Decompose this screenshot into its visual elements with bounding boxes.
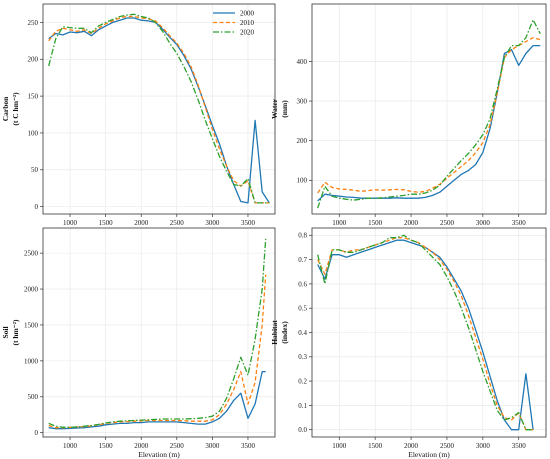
panel-habitat: 1000 1500 2000 2500 3000 3500 0.0 0.1 0.2 0.3 0.4 0… bbox=[270, 227, 547, 459]
plot-frame bbox=[42, 227, 276, 438]
y-tick-label: 0.4 bbox=[298, 329, 307, 337]
y-tick-label: 0.6 bbox=[298, 280, 307, 288]
x-tick-label: 2500 bbox=[170, 442, 185, 450]
y-tick-label: 0.7 bbox=[298, 256, 307, 264]
legend-label-2010: 2010 bbox=[240, 19, 255, 27]
y-tick-label: 500 bbox=[28, 393, 39, 401]
x-tick-label: 2000 bbox=[134, 219, 149, 227]
y-tick-label: 2500 bbox=[24, 250, 39, 258]
x-tick-label: 3000 bbox=[476, 442, 491, 450]
x-axis-label: Elevation (m) bbox=[408, 450, 450, 459]
y-tick-label: 0.5 bbox=[298, 305, 307, 313]
x-tick-label: 2000 bbox=[404, 219, 419, 227]
y-tick-label: 0.3 bbox=[298, 353, 307, 361]
y-tick-label: 2000 bbox=[24, 285, 39, 293]
x-tick-label: 2000 bbox=[134, 442, 149, 450]
series-line-2000 bbox=[317, 44, 541, 202]
series-line-2010 bbox=[48, 274, 267, 429]
series-line-2010 bbox=[317, 237, 534, 431]
x-tick-label: 3000 bbox=[205, 442, 220, 450]
series-line-2020 bbox=[48, 13, 270, 204]
x-tick-label: 1500 bbox=[99, 442, 114, 450]
y-tick-label: 250 bbox=[28, 19, 39, 27]
y-tick-label: 100 bbox=[297, 177, 308, 185]
panel-water: 1000 1500 2000 2500 3000 3500 100 200 300 400 Wate… bbox=[270, 3, 547, 227]
y-axis-label: (index) bbox=[280, 321, 289, 344]
y-tick-label: 200 bbox=[28, 56, 39, 64]
series-line-2020 bbox=[48, 238, 267, 428]
series-line-2010 bbox=[317, 37, 541, 194]
y-tick-label: 300 bbox=[297, 97, 308, 105]
y-axis-label: (mm) bbox=[280, 100, 289, 118]
legend-label-2000: 2000 bbox=[240, 9, 255, 17]
panel-carbon: 1000 1500 2000 2500 3000 3500 0 50 100 150 200 250 C… bbox=[1, 3, 276, 227]
legend-label-2020: 2020 bbox=[240, 28, 255, 36]
x-tick-label: 2500 bbox=[440, 442, 455, 450]
y-axis-label: Habitat bbox=[270, 320, 279, 345]
x-tick-label: 1000 bbox=[63, 219, 78, 227]
y-tick-label: 0.1 bbox=[298, 402, 307, 410]
y-tick-label: 100 bbox=[28, 129, 39, 137]
y-tick-label: 0 bbox=[35, 203, 39, 211]
y-tick-label: 0.2 bbox=[298, 378, 307, 386]
x-tick-label: 3000 bbox=[205, 219, 220, 227]
y-tick-label: 400 bbox=[297, 58, 308, 66]
plot-frame bbox=[311, 3, 547, 215]
series-line-2020 bbox=[317, 234, 534, 431]
y-tick-label: 50 bbox=[31, 166, 39, 174]
y-axis-label: (t hm⁻²) bbox=[11, 319, 20, 345]
x-tick-label: 1500 bbox=[99, 219, 114, 227]
y-tick-label: 0.8 bbox=[298, 232, 307, 240]
series-line-2000 bbox=[317, 239, 534, 431]
y-axis-label: (t C hm⁻²) bbox=[11, 92, 20, 126]
y-tick-label: 0 bbox=[35, 429, 39, 437]
panel-soil: 1000 1500 2000 2500 3000 3500 0 500 1000 1500 2000… bbox=[1, 227, 276, 459]
x-tick-label: 3500 bbox=[512, 219, 527, 227]
series-line-2000 bbox=[48, 370, 266, 430]
x-tick-label: 1500 bbox=[368, 442, 383, 450]
x-tick-label: 3500 bbox=[241, 219, 256, 227]
x-tick-label: 2500 bbox=[170, 219, 185, 227]
x-tick-label: 2500 bbox=[440, 219, 455, 227]
y-tick-label: 200 bbox=[297, 137, 308, 145]
y-axis-label: Soil bbox=[1, 326, 10, 338]
y-axis-label: Carbon bbox=[1, 96, 10, 121]
plot-frame bbox=[42, 3, 276, 215]
series-line-2000 bbox=[48, 17, 270, 204]
x-tick-label: 2000 bbox=[404, 442, 419, 450]
x-tick-label: 1000 bbox=[63, 442, 78, 450]
series-line-2010 bbox=[48, 15, 270, 204]
y-axis-label: Water bbox=[270, 98, 279, 119]
x-tick-label: 1500 bbox=[368, 219, 383, 227]
y-tick-label: 1500 bbox=[24, 321, 39, 329]
x-tick-label: 1000 bbox=[332, 442, 347, 450]
y-tick-label: 150 bbox=[28, 93, 39, 101]
x-tick-label: 3000 bbox=[476, 219, 491, 227]
y-tick-label: 0.0 bbox=[298, 426, 307, 434]
y-tick-label: 1000 bbox=[24, 357, 39, 365]
x-tick-label: 3500 bbox=[241, 442, 256, 450]
series-line-2020 bbox=[317, 19, 541, 209]
x-tick-label: 3500 bbox=[512, 442, 527, 450]
x-axis-label: Elevation (m) bbox=[138, 450, 180, 459]
x-tick-label: 1000 bbox=[332, 219, 347, 227]
